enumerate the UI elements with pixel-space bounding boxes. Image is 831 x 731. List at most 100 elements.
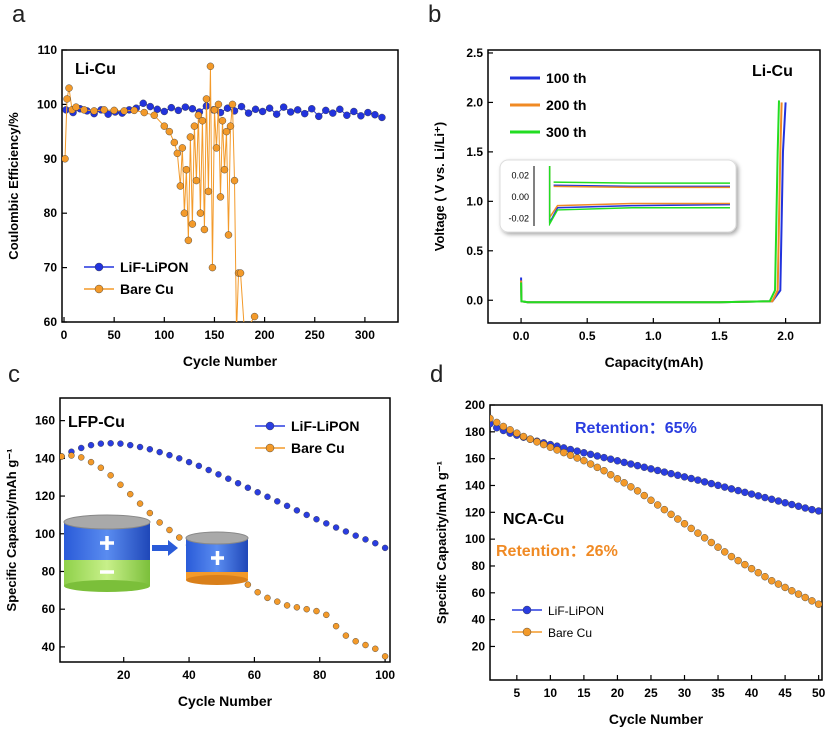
data-point xyxy=(160,122,169,130)
battery-base xyxy=(186,575,248,585)
x-axis-label: Capacity(mAh) xyxy=(605,354,704,370)
data-point xyxy=(560,448,568,457)
data-point xyxy=(721,483,729,491)
x-tick-label: 0.5 xyxy=(579,329,596,343)
data-point xyxy=(788,500,796,509)
data-point xyxy=(801,593,809,602)
data-point xyxy=(781,583,789,592)
x-tick-label: 5 xyxy=(513,686,520,700)
data-point xyxy=(176,534,183,541)
x-tick-label: 80 xyxy=(313,668,327,682)
data-point xyxy=(264,594,271,602)
data-point xyxy=(747,490,756,498)
y-tick-label: 160 xyxy=(35,414,55,428)
data-point xyxy=(700,478,709,486)
data-point xyxy=(62,155,69,163)
data-point xyxy=(188,105,197,113)
x-tick-label: 25 xyxy=(644,686,658,700)
data-point xyxy=(694,476,702,484)
data-point xyxy=(687,524,695,533)
data-point xyxy=(146,509,154,517)
y-tick-label: 60 xyxy=(44,315,58,329)
data-point xyxy=(182,165,191,174)
legend-marker xyxy=(94,284,104,294)
data-point xyxy=(127,441,134,449)
data-point xyxy=(274,498,281,505)
data-point xyxy=(153,105,161,113)
y-tick-label: 0.02 xyxy=(511,171,529,181)
y-tick-label: 1.0 xyxy=(466,194,483,208)
data-point xyxy=(620,458,628,467)
data-point xyxy=(580,449,588,457)
data-point xyxy=(234,480,242,487)
data-point xyxy=(303,606,310,613)
data-point xyxy=(362,641,369,649)
data-point xyxy=(224,231,233,239)
data-point xyxy=(65,84,73,92)
data-point xyxy=(236,269,245,277)
data-point xyxy=(600,467,608,475)
data-point xyxy=(707,479,716,488)
y-tick-label: 100 xyxy=(465,532,485,546)
data-point xyxy=(194,111,203,119)
data-point xyxy=(350,107,358,116)
data-point xyxy=(633,487,642,495)
y-tick-label: 20 xyxy=(472,639,486,653)
data-point xyxy=(647,465,655,473)
y-tick-label: 60 xyxy=(42,602,56,616)
data-point xyxy=(174,106,183,115)
battery-base xyxy=(64,580,150,592)
data-point xyxy=(667,510,675,519)
data-point xyxy=(362,536,369,543)
battery-cap xyxy=(185,531,249,545)
data-point xyxy=(378,113,386,122)
data-point xyxy=(196,209,205,217)
y-tick-label: 80 xyxy=(44,206,58,220)
data-point xyxy=(279,103,288,111)
y-tick-label: 200 xyxy=(465,398,485,412)
y-tick-label: 70 xyxy=(44,261,58,275)
data-point xyxy=(767,495,776,504)
data-point xyxy=(206,62,215,71)
data-point xyxy=(176,182,185,190)
data-point xyxy=(250,312,259,321)
data-point xyxy=(214,100,223,109)
data-point xyxy=(274,598,281,605)
data-point xyxy=(78,444,85,452)
data-point xyxy=(167,103,176,112)
y-tick-label: 120 xyxy=(35,489,55,503)
data-point xyxy=(774,580,783,588)
data-point xyxy=(226,122,235,130)
legend-marker xyxy=(522,605,532,615)
data-point xyxy=(60,453,65,460)
data-point xyxy=(222,127,231,136)
x-tick-label: 250 xyxy=(305,328,325,342)
data-point xyxy=(734,486,742,495)
legend-label: 100 th xyxy=(546,70,586,86)
series-line xyxy=(548,166,730,226)
x-axis-label: Cycle Number xyxy=(178,693,273,709)
data-point xyxy=(533,438,541,446)
data-point xyxy=(72,103,80,111)
data-point xyxy=(754,492,762,500)
legend-marker xyxy=(265,443,275,453)
data-point xyxy=(244,484,252,491)
data-point xyxy=(647,496,655,504)
data-point xyxy=(741,560,749,569)
panel-label: d xyxy=(430,361,443,388)
data-point xyxy=(241,329,248,336)
annotation: Retention：26% xyxy=(496,543,618,560)
x-tick-label: 1.5 xyxy=(711,329,728,343)
data-point xyxy=(372,645,379,652)
data-point xyxy=(613,475,622,483)
data-point xyxy=(208,263,217,272)
data-point xyxy=(546,443,555,451)
data-point xyxy=(329,109,337,117)
series-layer xyxy=(548,166,730,226)
data-point xyxy=(176,455,183,462)
y-tick-label: 40 xyxy=(472,613,486,627)
data-point xyxy=(97,440,105,447)
data-point xyxy=(230,176,239,185)
